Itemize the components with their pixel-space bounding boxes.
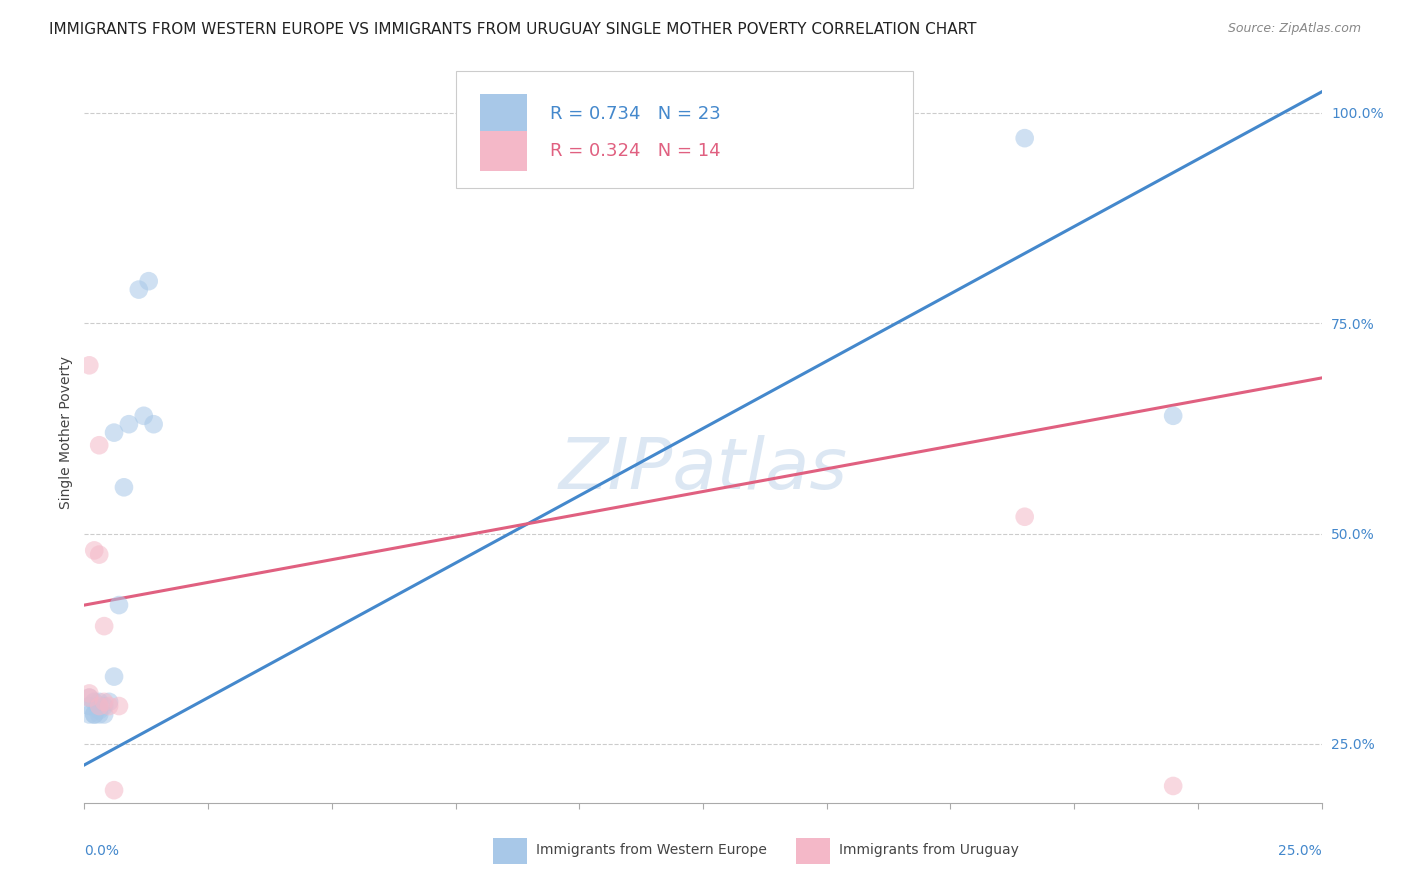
Point xyxy=(79,690,101,705)
Point xyxy=(79,686,101,700)
Point xyxy=(1161,409,1184,423)
Point xyxy=(79,707,101,722)
Text: 25.0%: 25.0% xyxy=(1278,844,1322,857)
Point xyxy=(108,598,131,612)
FancyBboxPatch shape xyxy=(456,71,914,188)
Text: Source: ZipAtlas.com: Source: ZipAtlas.com xyxy=(1227,22,1361,36)
Point xyxy=(118,417,141,432)
Point xyxy=(89,695,111,709)
Text: ZIPatlas: ZIPatlas xyxy=(558,435,848,504)
Text: Immigrants from Western Europe: Immigrants from Western Europe xyxy=(536,843,766,857)
Point xyxy=(93,707,115,722)
Bar xyxy=(481,94,527,135)
Point xyxy=(89,707,111,722)
Point xyxy=(103,425,125,440)
Point xyxy=(128,283,150,297)
Point xyxy=(93,619,115,633)
Point xyxy=(142,417,165,432)
Point xyxy=(103,783,125,797)
Point xyxy=(89,703,111,717)
Point xyxy=(1161,779,1184,793)
Point xyxy=(79,690,101,705)
Y-axis label: Single Mother Poverty: Single Mother Poverty xyxy=(59,356,73,509)
Point xyxy=(89,548,111,562)
Point xyxy=(89,699,111,714)
Point xyxy=(83,695,105,709)
Point xyxy=(98,699,121,714)
Point xyxy=(1014,131,1036,145)
Text: R = 0.324   N = 14: R = 0.324 N = 14 xyxy=(550,142,720,160)
Point xyxy=(89,438,111,452)
Point xyxy=(103,670,125,684)
Point xyxy=(138,274,160,288)
Point xyxy=(83,707,105,722)
Text: IMMIGRANTS FROM WESTERN EUROPE VS IMMIGRANTS FROM URUGUAY SINGLE MOTHER POVERTY : IMMIGRANTS FROM WESTERN EUROPE VS IMMIGR… xyxy=(49,22,977,37)
Point xyxy=(93,699,115,714)
Bar xyxy=(796,838,831,863)
Text: 0.0%: 0.0% xyxy=(84,844,120,857)
Point xyxy=(1014,509,1036,524)
Bar xyxy=(492,838,527,863)
Text: R = 0.734   N = 23: R = 0.734 N = 23 xyxy=(550,105,720,123)
Point xyxy=(79,359,101,373)
Bar xyxy=(481,130,527,171)
Point xyxy=(108,699,131,714)
Point xyxy=(98,695,121,709)
Point xyxy=(83,707,105,722)
Point xyxy=(79,699,101,714)
Point xyxy=(83,543,105,558)
Point xyxy=(112,480,135,494)
Text: Immigrants from Uruguay: Immigrants from Uruguay xyxy=(839,843,1019,857)
Point xyxy=(93,695,115,709)
Point xyxy=(132,409,155,423)
